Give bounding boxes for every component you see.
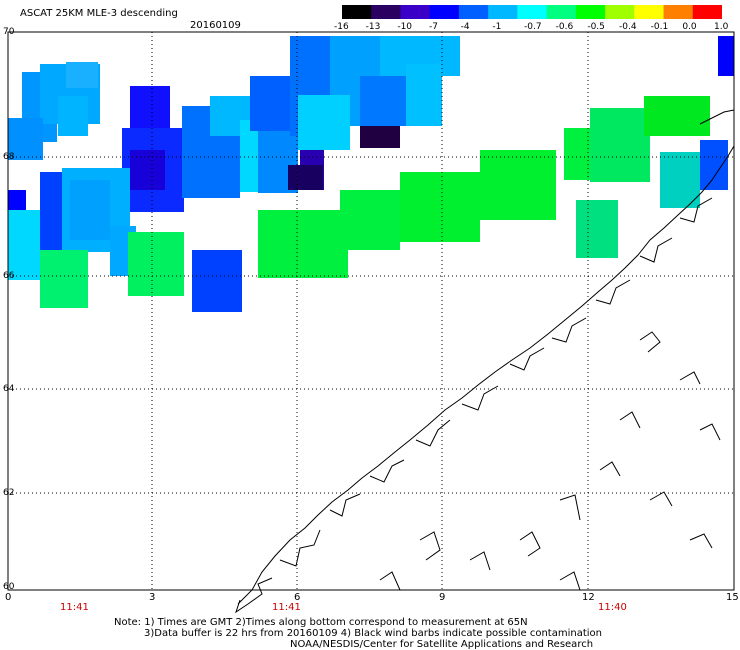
colorbar-swatch (400, 5, 431, 19)
colorbar-swatch (371, 5, 401, 19)
colorbar-swatch (429, 5, 460, 19)
colorbar-label: -4 (460, 22, 470, 32)
colorbar-swatch (692, 5, 722, 19)
colorbar-label: -16 (334, 22, 349, 32)
colorbar-label: -0.7 (524, 22, 542, 32)
time-label: 11:41 (60, 602, 89, 613)
lon-label: 9 (439, 592, 446, 603)
colorbar-swatch (634, 5, 665, 19)
colorbar-label: -1 (492, 22, 502, 32)
colorbar-label: -0.5 (587, 22, 605, 32)
lon-label: 15 (726, 592, 739, 603)
colorbar-swatch (342, 5, 372, 19)
colorbar-label: -0.6 (555, 22, 574, 32)
colorbar-label: -0.4 (619, 22, 637, 32)
lat-label: 64 (3, 384, 15, 394)
lon-label: 3 (149, 592, 156, 603)
lat-label: 60 (3, 582, 15, 592)
coastline (235, 109, 735, 614)
colorbar-label: 1.0 (714, 22, 729, 32)
colorbar-swatch (517, 5, 548, 19)
colorbar-swatch (663, 5, 694, 19)
lon-label: 0 (5, 592, 12, 603)
lat-label: 70 (3, 27, 15, 37)
colorbar-swatch (575, 5, 606, 19)
lat-label: 68 (3, 152, 15, 162)
colorbar-swatch (458, 5, 489, 19)
lat-label: 62 (3, 488, 15, 498)
colorbar-swatch (546, 5, 577, 19)
colorbar-swatch (605, 5, 635, 19)
lat-label: 66 (3, 271, 15, 281)
colorbar-label: 0.0 (682, 22, 697, 32)
colorbar-label: -0.1 (650, 22, 669, 32)
swath-layer (8, 36, 734, 312)
credit-line: NOAA/NESDIS/Center for Satellite Applica… (290, 639, 594, 650)
time-label: 11:41 (272, 602, 301, 613)
product-title: ASCAT 25KM MLE-3 descending (20, 8, 178, 19)
colorbar-label: -10 (397, 22, 413, 32)
product-date: 20160109 (190, 20, 241, 31)
lon-label: 6 (294, 592, 301, 603)
lon-label: 12 (582, 592, 595, 603)
time-label: 11:40 (598, 602, 627, 613)
note-line-1: Note: 1) Times are GMT 2)Times along bot… (114, 617, 528, 628)
note-line-2: 3)Data buffer is 22 hrs from 20160109 4)… (144, 628, 602, 639)
colorbar (342, 5, 722, 19)
colorbar-label: -7 (429, 22, 438, 32)
map-frame (7, 31, 735, 591)
colorbar-swatch (488, 5, 518, 19)
colorbar-label: -13 (365, 22, 381, 32)
